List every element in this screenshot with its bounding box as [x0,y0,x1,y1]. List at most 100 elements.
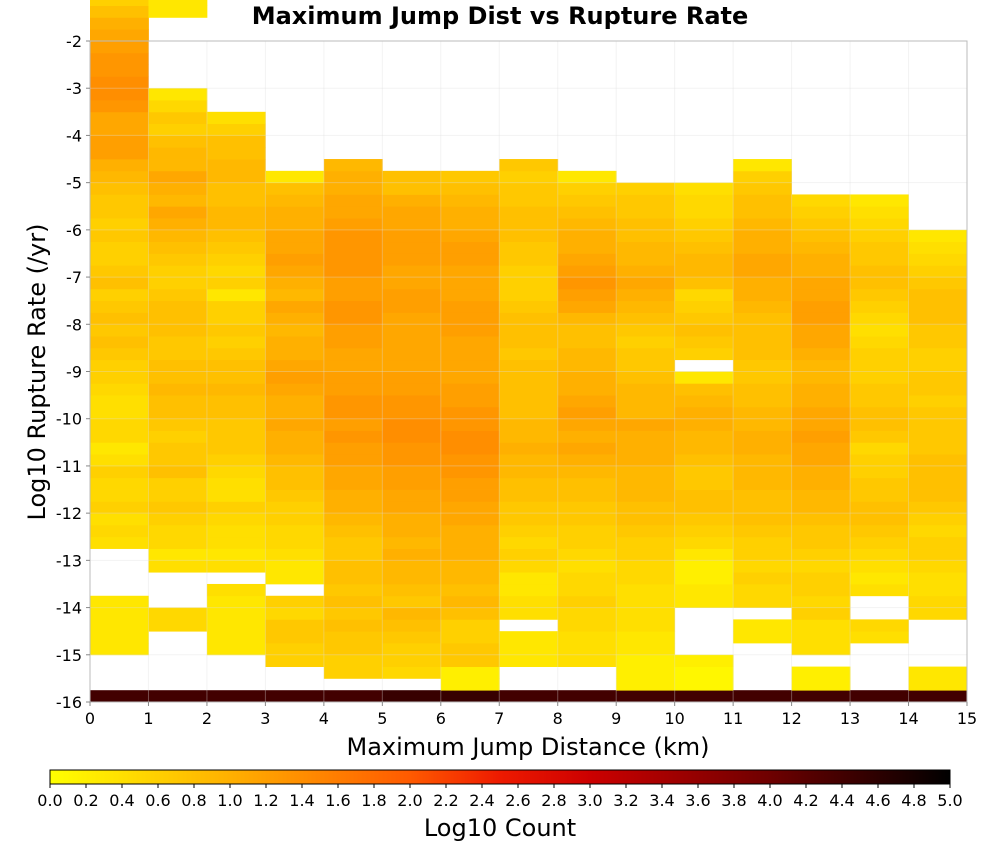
heatmap-cell [265,642,325,656]
heatmap-cell [908,253,968,266]
heatmap-cell [440,383,500,396]
heatmap-cell [440,666,500,679]
heatmap-cell [382,182,442,195]
heatmap-cell [557,501,617,514]
heatmap-cell [265,347,325,361]
heatmap-cell [206,159,266,172]
heatmap-cell [499,229,559,243]
heatmap-cell [382,395,442,408]
heatmap-cell [382,595,442,608]
heatmap-cell [265,572,325,585]
heatmap-cell [733,513,792,526]
heatmap-cell [382,347,442,361]
heatmap-cell [850,194,909,207]
heatmap-cell [850,229,909,243]
heatmap-cell [323,690,383,703]
colorbar-tick-label: 4.2 [793,791,818,810]
heatmap-cell [850,560,909,573]
x-tick-label: 10 [664,709,684,728]
heatmap-cell [90,359,149,372]
heatmap-cell [733,583,792,597]
heatmap-cell [206,265,266,278]
heatmap-cell [850,359,909,372]
heatmap-cell [90,513,149,526]
heatmap-cell [206,135,266,148]
heatmap-cell [148,111,208,125]
heatmap-cell [674,524,734,538]
heatmap-cell [265,406,325,420]
heatmap-cell [265,631,325,644]
heatmap-cell [382,442,442,455]
heatmap-cell [733,288,792,302]
heatmap-cell [908,548,968,561]
heatmap-cell [674,418,734,431]
heatmap-cell [616,560,676,573]
heatmap-cell [674,536,734,549]
heatmap-cell [90,607,149,620]
grid-lines [90,41,967,702]
heatmap-cell [265,560,325,573]
heatmap-cell [440,642,500,656]
heatmap-cell [499,253,559,266]
heatmap-cell [90,253,149,266]
heatmap-cell [791,300,851,313]
x-tick-label: 7 [494,709,504,728]
heatmap-cell [616,277,676,290]
heatmap-cell [674,406,734,420]
heatmap-cell [674,666,734,679]
heatmap-cell [557,300,617,313]
heatmap-cell [90,383,149,396]
colorbar [49,769,951,785]
heatmap-cell [148,0,208,6]
heatmap-cell [265,548,325,561]
heatmap-cell [440,241,500,254]
heatmap-cell [90,0,149,6]
heatmap-cell [499,442,559,455]
heatmap-cell [616,595,676,608]
heatmap-cell [148,300,208,313]
heatmap-cell [557,418,617,431]
y-axis-label: Log10 Rupture Rate (/yr) [23,224,51,521]
heatmap-cell [382,548,442,561]
heatmap-cell [265,359,325,372]
heatmap-cell [557,371,617,384]
heatmap-cell [733,277,792,290]
heatmap-cell [557,383,617,396]
heatmap-cell [382,454,442,467]
heatmap-cell [674,182,734,195]
heatmap-cell [908,383,968,396]
colorbar-tick-label: 0.2 [73,791,98,810]
heatmap-cell [148,182,208,195]
heatmap-cell [440,324,500,337]
heatmap-cell [90,5,149,18]
heatmap-cell [206,477,266,490]
heatmap-cell [616,572,676,585]
heatmap-cell [499,607,559,620]
heatmap-cell [382,560,442,573]
heatmap-cell [499,406,559,420]
colorbar-tick-label: 2.2 [433,791,458,810]
heatmap-cell [382,300,442,313]
heatmap-cell [90,454,149,467]
y-tick-label: -5 [66,174,82,193]
heatmap-cell [90,111,149,125]
heatmap-cell [382,536,442,549]
heatmap-cell [557,170,617,184]
heatmap-cell [557,218,617,231]
colorbar-tick-label: 2.0 [397,791,422,810]
heatmap-cell [440,288,500,302]
x-tick-label: 5 [377,709,387,728]
heatmap-cell [90,395,149,408]
heatmap-cell [733,218,792,231]
y-tick-label: -14 [56,599,82,618]
heatmap-cell [557,465,617,479]
heatmap-cell [557,229,617,243]
heatmap-cell [440,277,500,290]
heatmap-cell [908,465,968,479]
heatmap-cell [557,572,617,585]
heatmap-cell [440,442,500,455]
heatmap-cell [499,194,559,207]
heatmap-cell [265,371,325,384]
heatmap-cell [440,300,500,313]
heatmap-cell [265,477,325,490]
